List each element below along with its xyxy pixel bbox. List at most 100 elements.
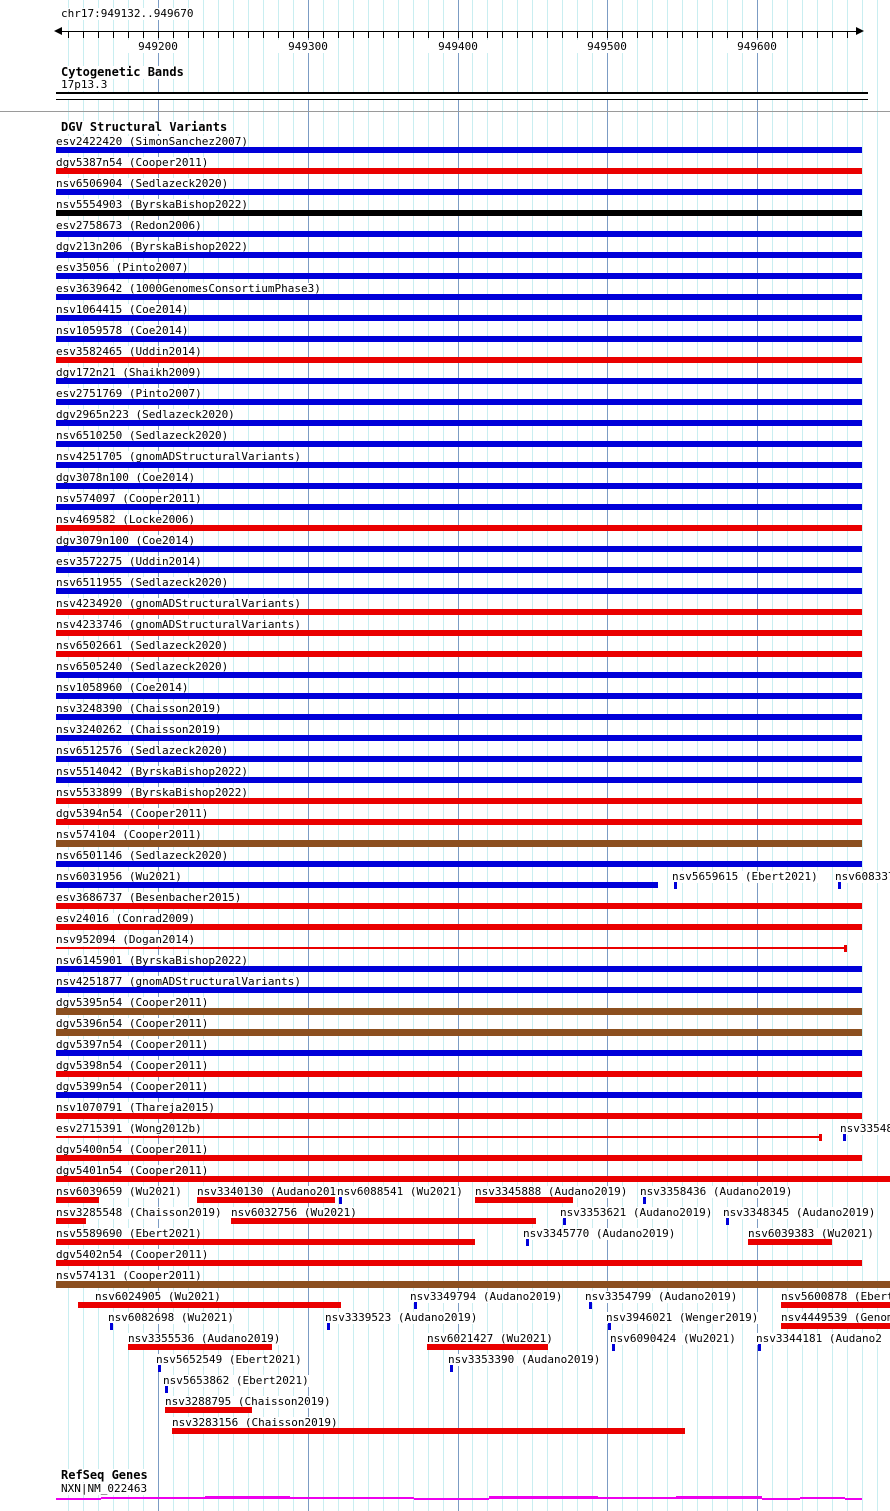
- variant-label[interactable]: esv2758673 (Redon2006): [56, 219, 202, 232]
- variant-label[interactable]: nsv1058960 (Coe2014): [56, 681, 189, 694]
- gene-exon-segment[interactable]: [676, 1496, 762, 1499]
- variant-label[interactable]: esv2751769 (Pinto2007): [56, 387, 202, 400]
- variant-bar[interactable]: [56, 819, 862, 825]
- variant-label[interactable]: dgv5398n54 (Cooper2011): [56, 1059, 209, 1072]
- variant-bar[interactable]: [781, 1323, 890, 1329]
- variant-bar[interactable]: [56, 420, 862, 426]
- variant-span-end-tick[interactable]: [844, 945, 847, 952]
- variant-label[interactable]: nsv3345888 (Audano2019): [475, 1185, 628, 1198]
- variant-bar[interactable]: [56, 252, 862, 258]
- variant-label[interactable]: nsv952094 (Dogan2014): [56, 933, 196, 946]
- variant-label[interactable]: nsv5600878 (Ebert20: [781, 1291, 890, 1303]
- variant-bar[interactable]: [56, 462, 862, 468]
- variant-bar[interactable]: [197, 1197, 335, 1203]
- variant-bar[interactable]: [56, 630, 862, 636]
- variant-bar[interactable]: [56, 483, 862, 489]
- variant-label[interactable]: nsv6502661 (Sedlazeck2020): [56, 639, 229, 652]
- variant-bar[interactable]: [231, 1218, 536, 1224]
- variant-bar[interactable]: [56, 714, 862, 720]
- variant-label[interactable]: dgv5396n54 (Cooper2011): [56, 1017, 209, 1030]
- variant-span-end-tick[interactable]: [819, 1134, 822, 1141]
- variant-label[interactable]: dgv213n206 (ByrskaBishop2022): [56, 240, 249, 253]
- variant-label[interactable]: dgv5402n54 (Cooper2011): [56, 1248, 209, 1261]
- variant-label[interactable]: nsv3355536 (Audano2019): [128, 1332, 281, 1345]
- variant-label[interactable]: nsv3283156 (Chaisson2019): [172, 1416, 338, 1429]
- variant-label[interactable]: nsv5533899 (ByrskaBishop2022): [56, 786, 249, 799]
- variant-bar[interactable]: [172, 1428, 685, 1434]
- variant-label[interactable]: nsv3248390 (Chaisson2019): [56, 702, 222, 715]
- variant-label[interactable]: esv2422420 (SimonSanchez2007): [56, 135, 249, 148]
- variant-label[interactable]: nsv3353390 (Audano2019): [448, 1353, 601, 1366]
- variant-point-tick[interactable]: [674, 882, 677, 889]
- gene-exon-segment[interactable]: [800, 1497, 845, 1499]
- variant-bar[interactable]: [56, 210, 862, 216]
- variant-label[interactable]: nsv574097 (Cooper2011): [56, 492, 202, 505]
- variant-bar[interactable]: [56, 882, 658, 888]
- variant-bar[interactable]: [56, 903, 862, 909]
- variant-label[interactable]: nsv3353621 (Audano2019): [560, 1206, 713, 1219]
- variant-label[interactable]: nsv6512576 (Sedlazeck2020): [56, 744, 229, 757]
- variant-bar[interactable]: [56, 588, 862, 594]
- variant-label[interactable]: nsv6501146 (Sedlazeck2020): [56, 849, 229, 862]
- variant-label[interactable]: esv2715391 (Wong2012b): [56, 1122, 202, 1135]
- variant-label[interactable]: nsv5554903 (ByrskaBishop2022): [56, 198, 249, 211]
- variant-label[interactable]: nsv4251877 (gnomADStructuralVariants): [56, 975, 302, 988]
- gene-exon-segment[interactable]: [414, 1498, 489, 1500]
- variant-label[interactable]: nsv6032756 (Wu2021): [231, 1206, 357, 1219]
- variant-bar[interactable]: [56, 441, 862, 447]
- variant-label[interactable]: nsv3344181 (Audano2: [756, 1332, 882, 1345]
- variant-label[interactable]: esv35056 (Pinto2007): [56, 261, 189, 274]
- variant-label[interactable]: nsv6505240 (Sedlazeck2020): [56, 660, 229, 673]
- variant-label[interactable]: dgv5400n54 (Cooper2011): [56, 1143, 209, 1156]
- variant-point-tick[interactable]: [110, 1323, 113, 1330]
- variant-label[interactable]: nsv4251705 (gnomADStructuralVariants): [56, 450, 302, 463]
- variant-label[interactable]: nsv3240262 (Chaisson2019): [56, 723, 222, 736]
- variant-bar[interactable]: [78, 1302, 341, 1308]
- variant-bar[interactable]: [56, 756, 862, 762]
- variant-bar[interactable]: [56, 294, 862, 300]
- variant-label[interactable]: nsv4233746 (gnomADStructuralVariants): [56, 618, 302, 631]
- variant-bar[interactable]: [56, 861, 862, 867]
- variant-label[interactable]: nsv574104 (Cooper2011): [56, 828, 202, 841]
- variant-bar[interactable]: [56, 1197, 99, 1203]
- refseq-gene-label[interactable]: NXN|NM_022463: [61, 1482, 148, 1495]
- variant-bar[interactable]: [56, 378, 862, 384]
- variant-label[interactable]: nsv3349794 (Audano2019): [410, 1290, 563, 1303]
- variant-bar[interactable]: [56, 315, 862, 321]
- variant-bar[interactable]: [56, 546, 862, 552]
- variant-label[interactable]: nsv469582 (Locke2006): [56, 513, 196, 526]
- variant-bar[interactable]: [781, 1302, 890, 1308]
- gene-exon-segment[interactable]: [290, 1497, 414, 1499]
- variant-bar[interactable]: [56, 525, 862, 531]
- variant-label[interactable]: nsv6088541 (Wu2021): [337, 1185, 463, 1198]
- variant-label[interactable]: nsv574131 (Cooper2011): [56, 1269, 202, 1282]
- gene-exon-segment[interactable]: [598, 1497, 676, 1499]
- variant-label[interactable]: esv3572275 (Uddin2014): [56, 555, 202, 568]
- variant-bar[interactable]: [56, 273, 862, 279]
- variant-label[interactable]: nsv6039383 (Wu2021): [748, 1227, 874, 1240]
- variant-bar[interactable]: [56, 1155, 862, 1161]
- variant-label[interactable]: nsv4234920 (gnomADStructuralVariants): [56, 597, 302, 610]
- variant-bar[interactable]: [56, 336, 862, 342]
- variant-bar[interactable]: [56, 567, 862, 573]
- variant-bar[interactable]: [56, 1113, 862, 1119]
- variant-label[interactable]: esv24016 (Conrad2009): [56, 912, 196, 925]
- variant-label[interactable]: dgv3079n100 (Coe2014): [56, 534, 196, 547]
- variant-point-tick[interactable]: [758, 1344, 761, 1351]
- variant-bar[interactable]: [56, 651, 862, 657]
- variant-bar[interactable]: [56, 399, 862, 405]
- variant-bar[interactable]: [56, 987, 862, 993]
- variant-bar[interactable]: [56, 966, 862, 972]
- variant-point-tick[interactable]: [726, 1218, 729, 1225]
- variant-point-tick[interactable]: [158, 1365, 161, 1372]
- variant-label[interactable]: nsv3339523 (Audano2019): [325, 1311, 478, 1324]
- variant-bar[interactable]: [56, 798, 862, 804]
- variant-bar[interactable]: [56, 924, 862, 930]
- variant-label[interactable]: dgv5397n54 (Cooper2011): [56, 1038, 209, 1051]
- variant-label[interactable]: nsv3358436 (Audano2019): [640, 1185, 793, 1198]
- variant-point-tick[interactable]: [563, 1218, 566, 1225]
- variant-bar[interactable]: [128, 1344, 272, 1350]
- variant-label[interactable]: nsv335485: [840, 1123, 890, 1135]
- gene-exon-segment[interactable]: [56, 1498, 101, 1500]
- variant-label[interactable]: dgv5401n54 (Cooper2011): [56, 1164, 209, 1177]
